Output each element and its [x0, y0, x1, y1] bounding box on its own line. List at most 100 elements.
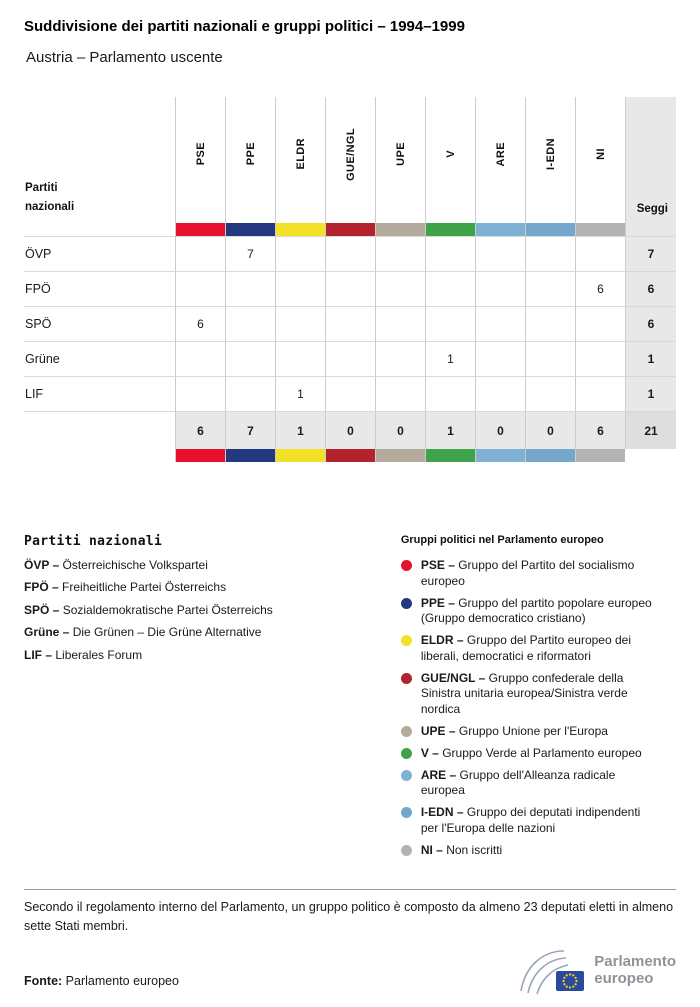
table-cell [375, 341, 425, 376]
total-cell: 0 [325, 411, 375, 449]
legend-item: I-EDN – Gruppo dei deputati indipendenti… [400, 805, 676, 836]
strip-row-spacer [24, 223, 175, 236]
column-header-ni-label: NI [594, 148, 607, 160]
party-name: ÖVP [24, 236, 175, 271]
party-name: Grüne [24, 341, 175, 376]
column-header-i-edn-label: I-EDN [544, 138, 557, 170]
column-header-pse-label: PSE [194, 142, 207, 166]
party-name: LIF [24, 376, 175, 411]
table-cell [325, 236, 375, 271]
source-row: Fonte: Parlamento europeo [24, 946, 676, 994]
legend-item: GUE/NGL – Gruppo confederale della Sinis… [400, 671, 676, 718]
i-edn-color-bar [525, 223, 575, 236]
table-cell [475, 236, 525, 271]
column-header-eldr: ELDR [275, 97, 325, 223]
ppe-color-bar [225, 449, 275, 462]
seats-cell: 6 [625, 306, 676, 341]
total-cell: 1 [425, 411, 475, 449]
table-cell [175, 236, 225, 271]
row-header-line2: nazionali [25, 200, 75, 213]
column-header-v: V [425, 97, 475, 223]
legend-item: ARE – Gruppo dell'Alleanza radicale euro… [400, 768, 676, 799]
table-cell [575, 236, 625, 271]
table-cell [275, 236, 325, 271]
upe-legend-dot [400, 725, 412, 737]
ni-color-bar [575, 223, 625, 236]
legend-item: NI – Non iscritti [400, 843, 676, 859]
gue-ngl-legend-dot [400, 672, 412, 684]
i-edn-legend-dot [400, 807, 412, 818]
table-cell: 6 [175, 306, 225, 341]
total-cell: 7 [225, 411, 275, 449]
legend-item: LIF – Liberales Forum [24, 647, 143, 662]
ep-hemicycle-icon [520, 950, 585, 994]
v-legend-dot [400, 747, 412, 759]
ni-legend-dot [400, 844, 412, 856]
total-seats-cell: 21 [625, 411, 676, 449]
table-cell [275, 271, 325, 306]
table-cell [475, 306, 525, 341]
national-parties-legend-title: Partiti nazionali [24, 534, 163, 549]
column-header-seggi: Seggi [625, 97, 676, 223]
source: Fonte: Parlamento europeo [24, 974, 179, 988]
footnote: Secondo il regolamento interno del Parla… [24, 900, 674, 934]
strip-row-spacer [24, 449, 175, 462]
legend-item: Grüne – Die Grünen – Die Grüne Alternati… [24, 625, 262, 639]
table-cell [225, 376, 275, 411]
row-header-line1: Partiti [25, 182, 58, 195]
table-cell [225, 271, 275, 306]
upe-color-bar [375, 223, 425, 236]
ppe-color-bar [225, 223, 275, 236]
table-cell [475, 271, 525, 306]
v-color-bar [425, 223, 475, 236]
pse-legend-dot [400, 560, 412, 571]
column-header-gue-ngl: GUE/NGL [325, 97, 375, 223]
table-cell [575, 306, 625, 341]
ni-color-bar [575, 449, 625, 462]
total-cell: 1 [275, 411, 325, 449]
eldr-color-bar [275, 223, 325, 236]
page-title: Suddivisione dei partiti nazionali e gru… [24, 18, 465, 35]
table-cell: 7 [225, 236, 275, 271]
eldr-color-bar [275, 449, 325, 462]
table-cell [425, 271, 475, 306]
table-cell [275, 341, 325, 376]
table-cell [375, 376, 425, 411]
seggi-column-filler [625, 223, 676, 236]
party-name: SPÖ [24, 306, 175, 341]
table-cell [525, 376, 575, 411]
table-cell [575, 376, 625, 411]
column-header-are-label: ARE [494, 141, 507, 167]
total-cell: 0 [525, 411, 575, 449]
total-cell: 6 [575, 411, 625, 449]
ppe-legend-dot [400, 597, 412, 609]
are-color-bar [475, 223, 525, 236]
total-cell: 0 [375, 411, 425, 449]
are-color-bar [475, 449, 525, 462]
legend-item: ÖVP – Österreichische Volkspartei [24, 557, 208, 572]
table-cell [425, 236, 475, 271]
legend-item: V – Gruppo Verde al Parlamento europeo [400, 746, 676, 762]
table-cell [175, 376, 225, 411]
table-cell [375, 271, 425, 306]
legend-item: ELDR – Gruppo del Partito europeo dei li… [400, 633, 676, 664]
table-cell [525, 341, 575, 376]
political-groups-legend: Gruppi politici nel Parlamento europeo P… [400, 534, 676, 865]
are-legend-dot [400, 769, 412, 781]
column-header-v-label: V [444, 150, 457, 158]
legend-item: UPE – Gruppo Unione per l'Europa [400, 724, 676, 740]
legend-item: FPÖ – Freiheitliche Partei Österreichs [24, 580, 227, 594]
table-cell [325, 341, 375, 376]
seggi-label: Seggi [636, 203, 668, 215]
row-header-partiti-nazionali: Partiti nazionali [24, 97, 175, 223]
table-cell [375, 306, 425, 341]
table-cell [225, 306, 275, 341]
table-cell: 1 [275, 376, 325, 411]
column-header-ni: NI [575, 97, 625, 223]
gue-ngl-color-bar [325, 223, 375, 236]
column-header-pse: PSE [175, 97, 225, 223]
column-header-upe-label: UPE [394, 142, 407, 166]
european-parliament-logo: Parlamento europeo [518, 946, 676, 994]
seats-cell: 1 [625, 376, 676, 411]
